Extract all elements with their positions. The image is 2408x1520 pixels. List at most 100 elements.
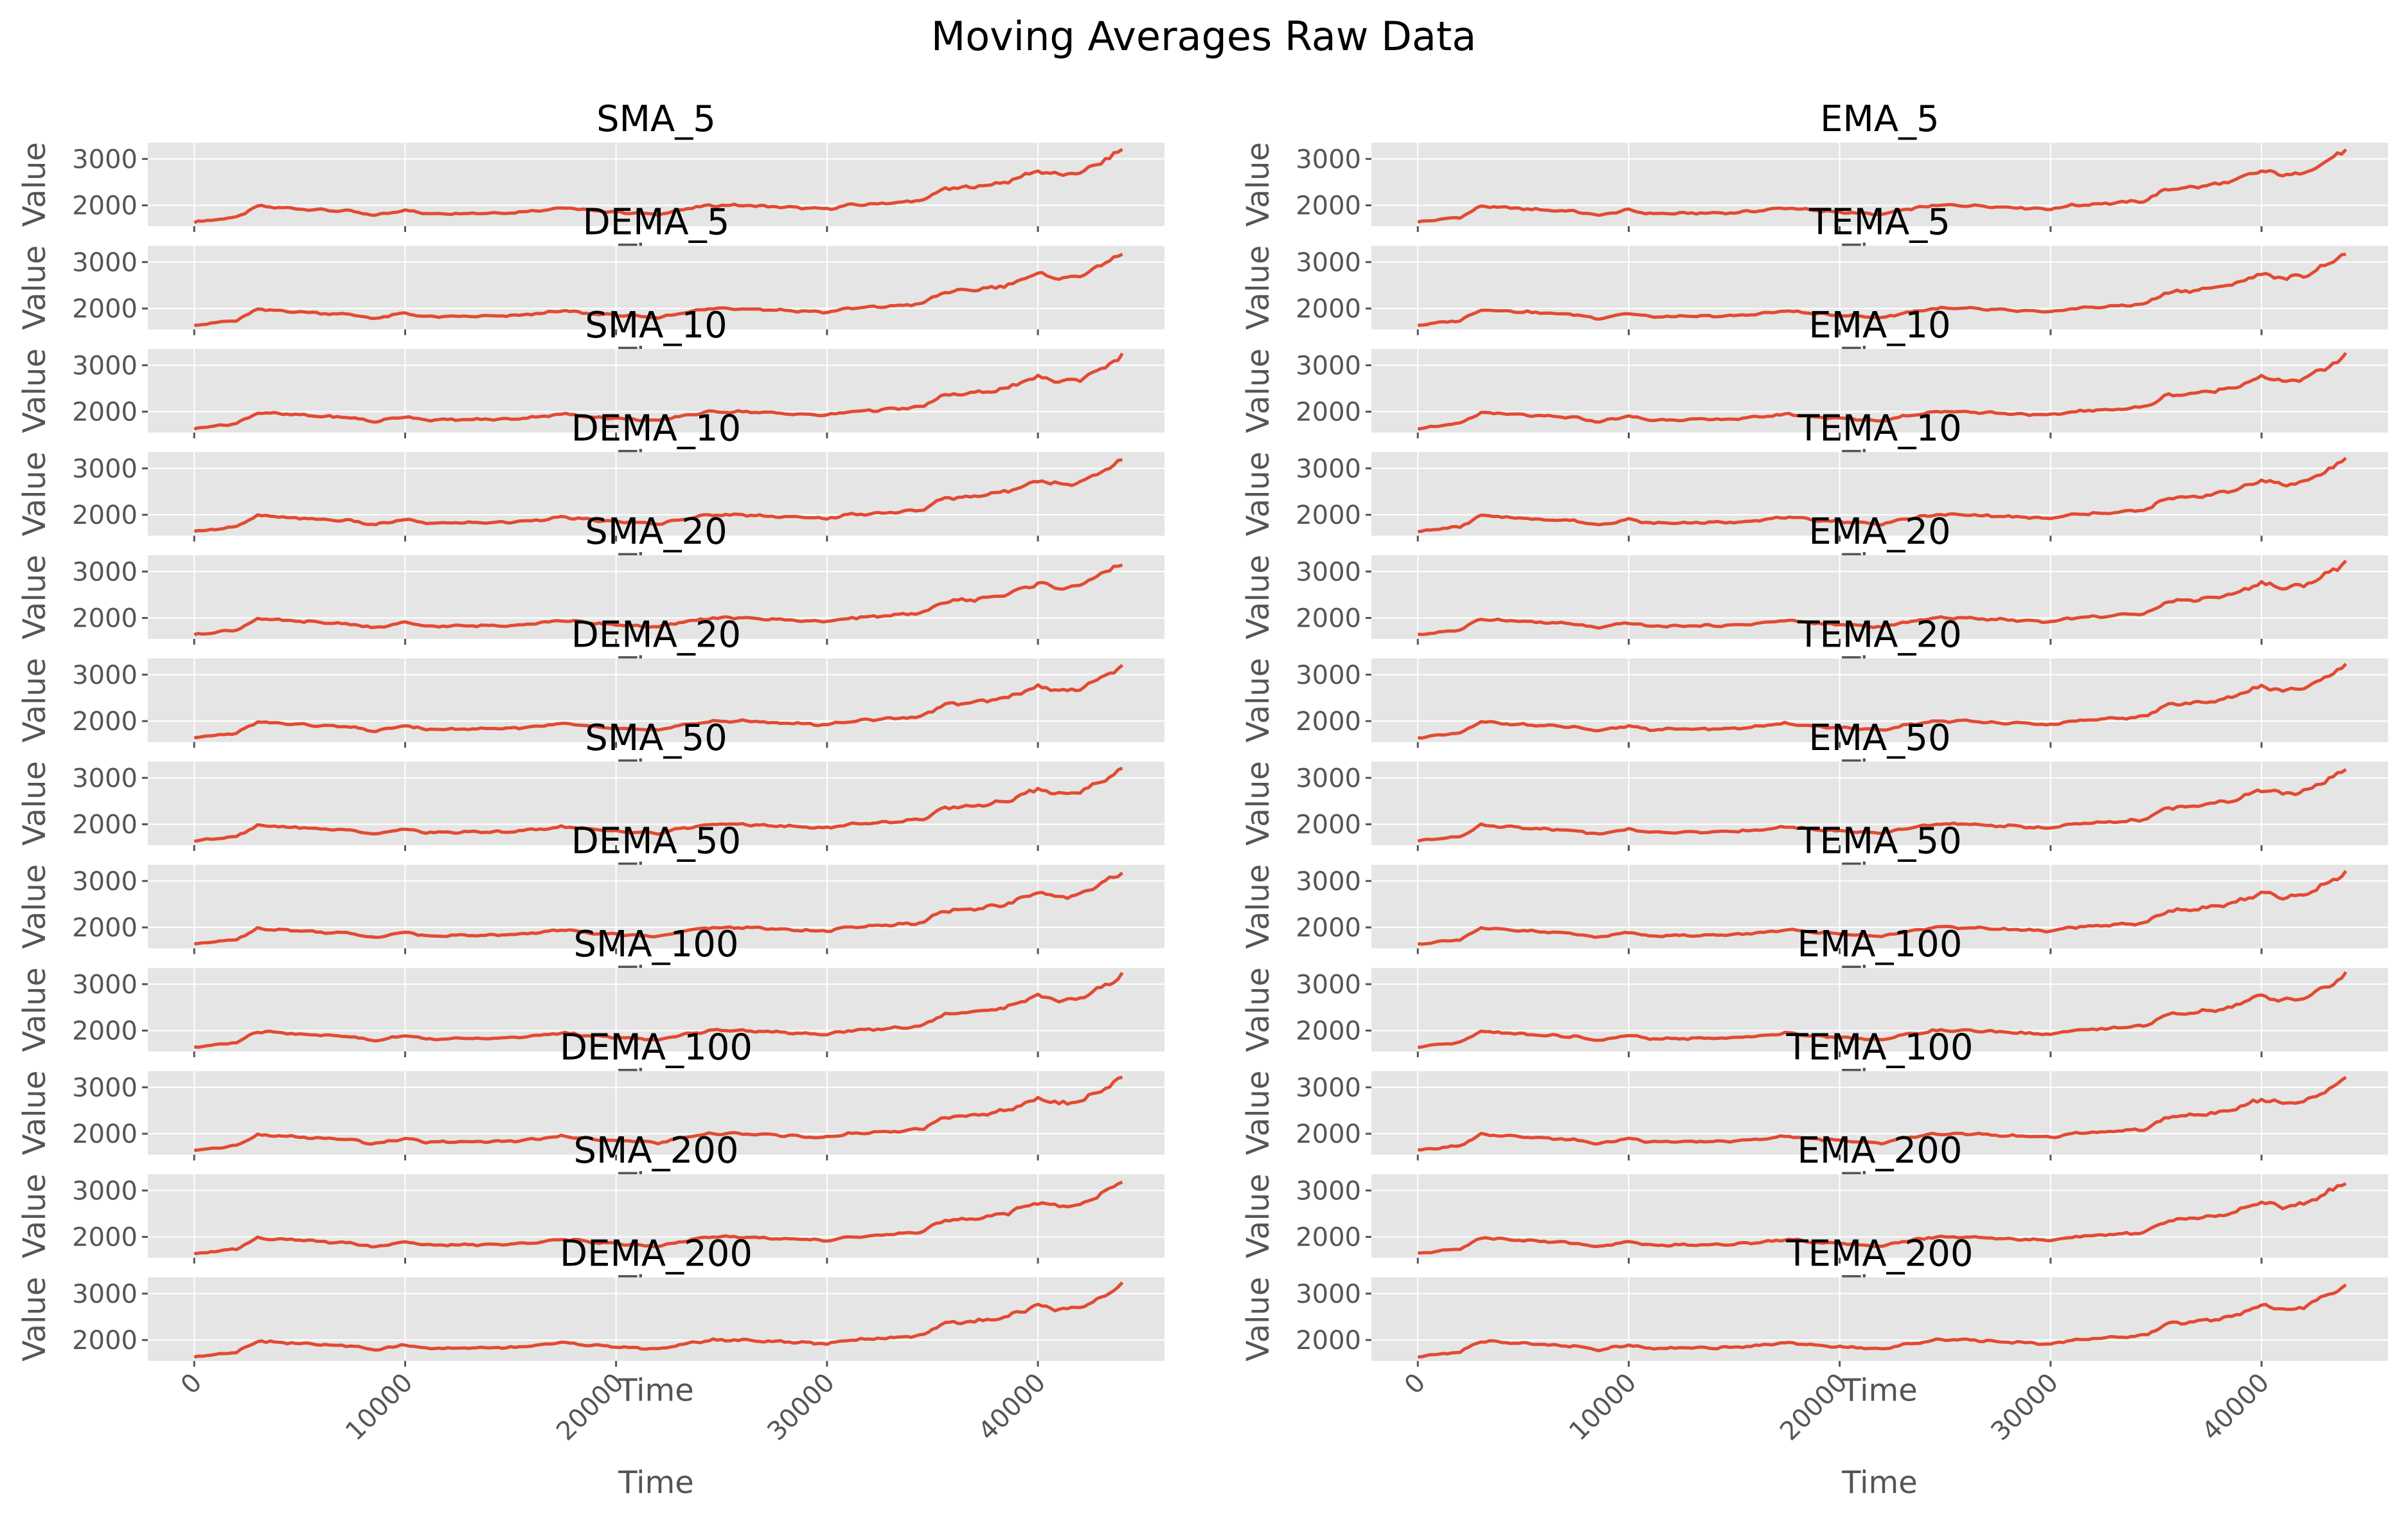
y-axis-label: Value bbox=[1240, 1174, 1276, 1258]
y-tick-label: 3000 bbox=[72, 248, 138, 278]
y-tick-label: 2000 bbox=[72, 1120, 138, 1149]
x-tick-label: 0 bbox=[1399, 1368, 1432, 1400]
y-axis-label: Value bbox=[17, 1071, 53, 1156]
y-axis-label: Value bbox=[17, 864, 53, 949]
y-axis-label: Value bbox=[17, 1277, 53, 1362]
y-tick-label: 2000 bbox=[72, 913, 138, 943]
series-line-tema-50 bbox=[1418, 870, 2348, 946]
series-line-sma-10 bbox=[193, 352, 1124, 431]
y-axis-label: Value bbox=[1240, 348, 1276, 433]
series-line-sma-20 bbox=[193, 563, 1123, 636]
subplot-title: TEMA_50 bbox=[1797, 821, 1961, 863]
y-tick-label: 3000 bbox=[72, 764, 138, 793]
y-tick-label: 3000 bbox=[72, 1176, 138, 1206]
series-line-tema-200 bbox=[1417, 1283, 2347, 1359]
y-tick-label: 2000 bbox=[72, 294, 138, 324]
y-tick-label: 2000 bbox=[1296, 398, 1361, 427]
y-tick-label: 3000 bbox=[1296, 248, 1361, 278]
series-line-ema-20 bbox=[1417, 559, 2348, 636]
subplot-title: DEMA_100 bbox=[560, 1027, 753, 1069]
subplot-title: DEMA_200 bbox=[560, 1233, 753, 1275]
y-axis-label: Value bbox=[1240, 142, 1276, 227]
y-tick-label: 3000 bbox=[1296, 1280, 1361, 1309]
y-axis-label: Value bbox=[17, 246, 53, 330]
y-tick-label: 2000 bbox=[72, 810, 138, 840]
subplot-title: EMA_10 bbox=[1808, 305, 1950, 346]
y-axis-label: Value bbox=[1240, 555, 1276, 639]
y-tick-label: 3000 bbox=[1296, 351, 1361, 380]
subplot-title: DEMA_50 bbox=[571, 821, 741, 863]
y-tick-label: 2000 bbox=[1296, 1120, 1361, 1149]
y-axis-label: Value bbox=[1240, 1277, 1276, 1362]
y-tick-label: 3000 bbox=[1296, 145, 1361, 174]
y-axis-label: Value bbox=[17, 1174, 53, 1258]
y-axis-label: Value bbox=[1240, 452, 1276, 537]
subplot-title: TEMA_20 bbox=[1797, 614, 1961, 656]
subplot-title: SMA_50 bbox=[585, 717, 727, 759]
y-tick-label: 3000 bbox=[72, 1073, 138, 1103]
y-axis-label: Value bbox=[1240, 246, 1276, 330]
subplot-title: DEMA_5 bbox=[583, 202, 730, 244]
x-tick-label: 30000 bbox=[762, 1368, 841, 1447]
subplot-title: EMA_100 bbox=[1797, 924, 1963, 965]
x-axis-label: Time bbox=[618, 1373, 693, 1409]
y-tick-label: 2000 bbox=[1296, 1223, 1361, 1253]
y-tick-label: 3000 bbox=[1296, 1073, 1361, 1103]
series-line-dema-20 bbox=[193, 663, 1124, 740]
series-line-tema-20 bbox=[1418, 663, 2348, 740]
y-tick-label: 3000 bbox=[1296, 970, 1361, 999]
y-tick-label: 3000 bbox=[72, 454, 138, 484]
y-tick-label: 3000 bbox=[72, 351, 138, 380]
y-tick-label: 2000 bbox=[1296, 913, 1361, 943]
subplot-title: TEMA_200 bbox=[1785, 1233, 1973, 1275]
series-line-sma-100 bbox=[194, 972, 1124, 1049]
y-tick-label: 2000 bbox=[72, 192, 138, 221]
series-line-sma-5 bbox=[193, 148, 1123, 224]
series-line-tema-100 bbox=[1418, 1076, 2347, 1152]
y-tick-label: 3000 bbox=[1296, 454, 1361, 484]
y-tick-label: 3000 bbox=[72, 145, 138, 174]
y-axis-label: Value bbox=[1240, 864, 1276, 949]
y-axis-label: Value bbox=[1240, 967, 1276, 1052]
subplot-grid: 2000 3000 Value Time 2000 3000 Value Time 2000 30… bbox=[17, 142, 2388, 1447]
subplot-titles: SMA_5 EMA_5 DEMA_5 TEMA_5 SMA_10 EMA_10 DEMA_1… bbox=[560, 98, 1974, 1501]
subplot-title: SMA_20 bbox=[585, 511, 727, 553]
subplot-title: EMA_20 bbox=[1808, 511, 1950, 553]
y-axis-label: Value bbox=[1240, 658, 1276, 743]
subplot-title: DEMA_10 bbox=[571, 408, 741, 450]
y-tick-label: 2000 bbox=[1296, 294, 1361, 324]
plot-area bbox=[1371, 452, 2388, 536]
x-tick-label: 10000 bbox=[1564, 1368, 1643, 1447]
y-tick-label: 3000 bbox=[1296, 1176, 1361, 1206]
series-line-tema-10 bbox=[1417, 456, 2348, 533]
x-tick-label: 40000 bbox=[2197, 1368, 2276, 1447]
y-tick-label: 2000 bbox=[72, 1017, 138, 1046]
y-tick-label: 2000 bbox=[1296, 192, 1361, 221]
y-tick-label: 2000 bbox=[72, 707, 138, 737]
y-axis-label: Value bbox=[17, 452, 53, 537]
subplot-title: EMA_50 bbox=[1808, 717, 1950, 759]
y-tick-label: 2000 bbox=[1296, 1017, 1361, 1046]
series-line-dema-200 bbox=[193, 1281, 1124, 1359]
y-tick-label: 3000 bbox=[72, 970, 138, 999]
bottom-x-axis-label: Time bbox=[618, 1465, 693, 1501]
series-line-ema-10 bbox=[1417, 352, 2348, 431]
